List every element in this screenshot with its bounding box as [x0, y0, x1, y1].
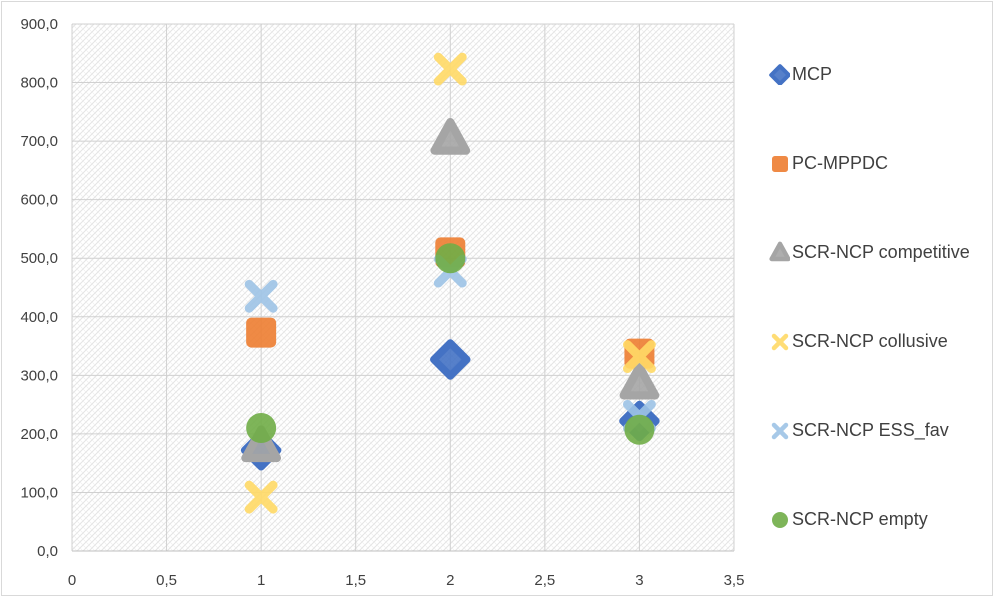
x-tick-label: 0	[68, 572, 76, 589]
x-tick-label: 0,5	[156, 572, 177, 589]
legend-item: SCR-NCP collusive	[768, 326, 948, 356]
data-point-pc-mppdc	[246, 317, 277, 348]
y-tick-label: 100,0	[20, 484, 58, 501]
data-point-scr-ncp-ess-fav	[244, 279, 278, 313]
legend-label: SCR-NCP competitive	[792, 241, 970, 262]
x-tick-label: 1	[257, 572, 265, 589]
y-tick-label: 400,0	[20, 309, 58, 326]
data-point-scr-ncp-empty	[624, 414, 655, 445]
legend-label: SCR-NCP ESS_fav	[792, 419, 949, 440]
x-tick-label: 3,5	[724, 572, 745, 589]
y-tick-label: 600,0	[20, 192, 58, 209]
data-point-scr-ncp-competitive	[619, 362, 660, 400]
data-point-scr-ncp-competitive	[430, 117, 471, 155]
legend-item: MCP	[768, 59, 832, 89]
legend-marker	[769, 241, 790, 262]
legend-marker-icon	[771, 333, 789, 351]
data-point-mcp	[430, 339, 471, 380]
x-tick-label: 3	[635, 572, 643, 589]
legend-marker	[772, 156, 788, 172]
data-points	[240, 52, 660, 514]
data-point-scr-ncp-collusive	[622, 340, 656, 374]
y-tick-label: 300,0	[20, 367, 58, 384]
y-tick-label: 200,0	[20, 426, 58, 443]
legend-marker	[771, 333, 789, 351]
horizontal-gridlines	[72, 23, 734, 493]
x-tick-label: 1,5	[345, 572, 366, 589]
legend-marker	[771, 422, 789, 440]
legend-marker	[769, 64, 790, 85]
data-point-scr-ncp-empty	[246, 413, 277, 444]
y-tick-label: 700,0	[20, 133, 58, 150]
x-tick-label: 2	[446, 572, 454, 589]
legend-label: PC-MPPDC	[792, 152, 889, 173]
x-axis-tick-labels: 0 0,5 1 1,5 2 2,5 3 3,5	[68, 572, 745, 589]
legend-label: SCR-NCP empty	[792, 508, 928, 529]
legend-marker-icon	[769, 241, 790, 262]
y-tick-label: 500,0	[20, 250, 58, 267]
legend-marker-icon	[772, 512, 788, 528]
vertical-gridlines	[71, 24, 735, 551]
y-axis-tick-labels: 0,0 100,0 200,0 300,0 400,0 500,0 600,0 700,0 80…	[20, 16, 58, 560]
legend-label: SCR-NCP collusive	[792, 330, 948, 351]
legend-label: MCP	[792, 63, 832, 84]
data-point-scr-ncp-competitive	[241, 425, 282, 463]
y-tick-label: 800,0	[20, 75, 58, 92]
data-point-scr-ncp-collusive	[244, 480, 278, 514]
legend-marker	[772, 512, 788, 528]
legend-marker-icon	[769, 64, 790, 85]
y-tick-label: 900,0	[20, 16, 58, 33]
plot-background	[72, 24, 734, 551]
legend-item: SCR-NCP empty	[768, 504, 928, 534]
legend-item: SCR-NCP competitive	[768, 237, 970, 267]
legend-item: SCR-NCP ESS_fav	[768, 415, 949, 445]
x-tick-label: 2,5	[534, 572, 555, 589]
legend-marker-icon	[771, 422, 789, 440]
data-point-scr-ncp-collusive	[433, 52, 467, 86]
legend-marker-icon	[772, 156, 788, 172]
data-point-scr-ncp-empty	[435, 243, 466, 274]
legend-item: PC-MPPDC	[768, 148, 888, 178]
y-tick-label: 0,0	[37, 543, 58, 560]
